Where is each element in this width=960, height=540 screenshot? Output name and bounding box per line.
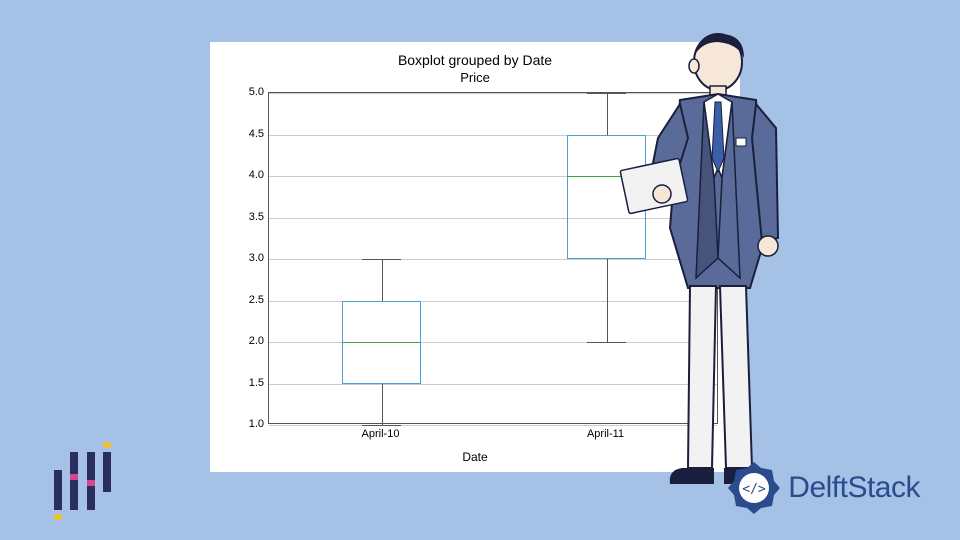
boxplot-cap xyxy=(362,259,402,260)
y-tick-label: 3.0 xyxy=(224,252,264,264)
businessman-illustration xyxy=(618,28,808,498)
boxplot-whisker xyxy=(382,384,383,426)
y-tick-label: 4.5 xyxy=(224,128,264,140)
delftstack-logo: </> DelftStack xyxy=(726,460,920,516)
y-tick-label: 4.0 xyxy=(224,169,264,181)
x-tick-label: April-10 xyxy=(362,428,400,440)
boxplot-median xyxy=(342,342,421,343)
y-tick-label: 2.5 xyxy=(224,294,264,306)
delftstack-badge-icon: </> xyxy=(726,460,782,516)
delftstack-wordmark: DelftStack xyxy=(788,471,920,505)
y-tick-label: 1.5 xyxy=(224,377,264,389)
y-tick-label: 3.5 xyxy=(224,211,264,223)
pandas-icon xyxy=(54,452,115,510)
y-tick-label: 2.0 xyxy=(224,335,264,347)
boxplot-cap xyxy=(362,425,402,426)
boxplot-whisker xyxy=(607,93,608,135)
svg-text:</>: </> xyxy=(743,482,767,497)
y-tick-label: 5.0 xyxy=(224,86,264,98)
y-tick-label: 1.0 xyxy=(224,418,264,430)
boxplot-whisker xyxy=(382,259,383,301)
boxplot-whisker xyxy=(607,259,608,342)
